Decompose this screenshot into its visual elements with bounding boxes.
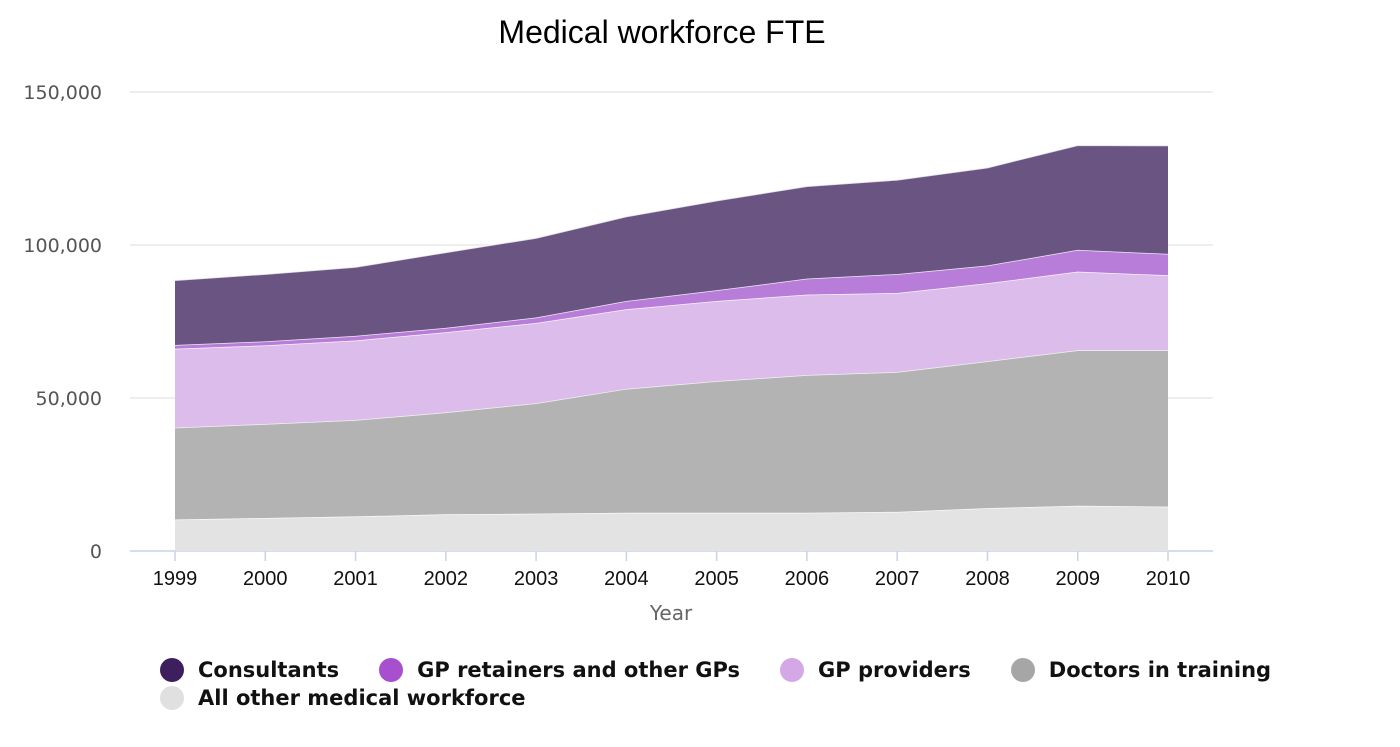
legend-label: GP retainers and other GPs <box>417 658 740 682</box>
chart-title: Medical workforce FTE <box>498 14 826 50</box>
legend-label: Consultants <box>198 658 340 682</box>
area-gp-retainers-and-other-gps <box>175 249 1168 349</box>
x-tick-label: 2010 <box>1146 568 1191 590</box>
legend-label: All other medical workforce <box>198 686 526 710</box>
x-tick-label: 2004 <box>604 568 649 590</box>
x-axis-label: Year <box>649 601 693 625</box>
legend-item[interactable]: All other medical workforce <box>160 686 526 710</box>
x-tick-label: 2002 <box>424 568 469 590</box>
legend-swatch-icon <box>379 658 404 682</box>
chart-legend: Consultants GP retainers and other GPs GP … <box>160 656 1280 712</box>
area-gp-providers <box>175 271 1168 428</box>
y-tick-label: 150,000 <box>23 82 102 104</box>
legend-item[interactable]: Consultants <box>160 658 339 682</box>
legend-item[interactable]: GP providers <box>780 658 971 682</box>
x-tick-label: 2009 <box>1055 568 1100 590</box>
legend-swatch-icon <box>160 686 184 710</box>
legend-row: All other medical workforce <box>160 684 1280 712</box>
x-tick-label: 2001 <box>333 568 378 590</box>
x-tick-label: 2005 <box>694 568 739 590</box>
legend-item[interactable]: GP retainers and other GPs <box>379 658 740 682</box>
area-consultants <box>175 145 1168 346</box>
legend-item[interactable]: Doctors in training <box>1010 658 1272 682</box>
legend-label: GP providers <box>818 658 971 682</box>
legend-row: Consultants GP retainers and other GPs GP … <box>160 656 1280 684</box>
legend-label: Doctors in training <box>1048 658 1272 682</box>
legend-swatch-icon <box>1010 658 1035 682</box>
x-tick-label: 2003 <box>514 568 559 590</box>
x-tick-label: 2008 <box>965 568 1010 590</box>
y-tick-label: 0 <box>90 541 102 563</box>
area-doctors-in-training <box>175 350 1168 520</box>
y-tick-label: 50,000 <box>36 388 102 410</box>
legend-swatch-icon <box>780 658 804 682</box>
legend-swatch-icon <box>160 658 184 682</box>
area-all-other-medical-workforce <box>175 505 1168 551</box>
series-line-consultants <box>174 144 1169 281</box>
x-tick-label: 2007 <box>875 568 920 590</box>
x-tick-label: 1999 <box>153 568 198 590</box>
y-tick-label: 100,000 <box>23 235 102 257</box>
x-tick-label: 2006 <box>785 568 830 590</box>
x-tick-label: 2000 <box>243 568 288 590</box>
